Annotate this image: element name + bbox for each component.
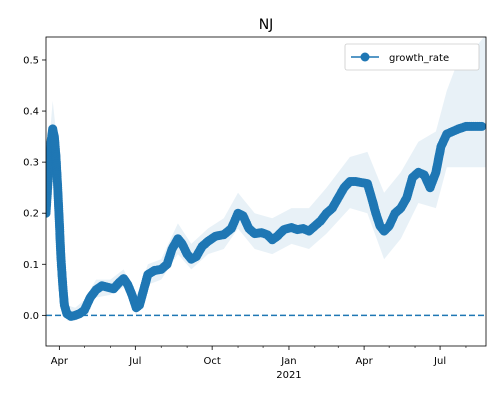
plot-area [46, 37, 486, 321]
legend: growth_rate [344, 43, 480, 71]
y-tick-label: 0.3 [23, 158, 39, 169]
legend-box [344, 43, 480, 71]
legend-label: growth_rate [389, 53, 449, 64]
y-axis: 0.0 0.1 0.2 0.3 0.4 0.5 [23, 55, 46, 322]
x-tick-label: Apr [355, 356, 373, 367]
y-tick-label: 0.2 [23, 209, 39, 220]
x-tick-label: Oct [203, 356, 220, 367]
x-year-label: 2021 [276, 370, 301, 381]
x-tick-label: Apr [51, 356, 69, 367]
chart-title: NJ [259, 17, 274, 33]
x-axis: Apr Jul Oct Jan Apr Jul 2021 [51, 346, 467, 381]
x-tick-label: Jul [433, 356, 446, 367]
x-tick-label: Jul [128, 356, 141, 367]
y-tick-label: 0.1 [23, 260, 39, 271]
y-tick-label: 0.4 [23, 107, 39, 118]
plot-frame [45, 36, 487, 347]
y-tick-label: 0.5 [23, 55, 39, 66]
legend-marker [360, 52, 370, 62]
x-tick-label: Jan [280, 356, 296, 367]
y-tick-label: 0.0 [23, 311, 39, 322]
growth-rate-markers [46, 121, 486, 321]
data-point [477, 121, 486, 131]
